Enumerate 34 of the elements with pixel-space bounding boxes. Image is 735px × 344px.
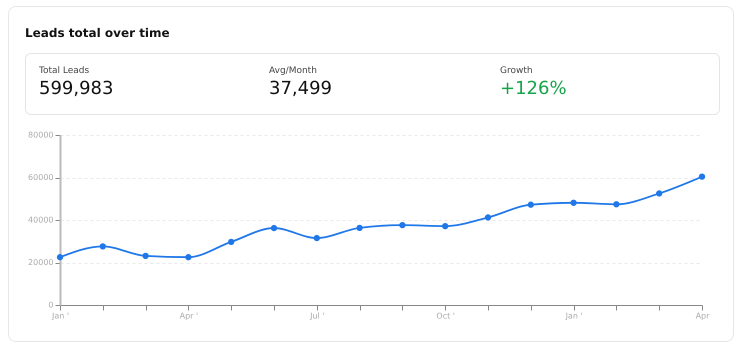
point — [185, 254, 192, 260]
y-tick-label: 20000 — [28, 258, 54, 267]
point — [698, 173, 706, 180]
point — [484, 214, 492, 221]
y-tick-label: 0 — [48, 300, 54, 310]
x-tick-label: Apr ' — [180, 312, 198, 320]
point — [228, 238, 234, 246]
x-tick-label: Apr — [696, 312, 710, 320]
text: Growth — [500, 66, 534, 76]
x-tick-label: Oct ' — [436, 312, 455, 320]
point — [442, 223, 448, 230]
text: +126% — [500, 78, 567, 99]
point — [100, 243, 106, 250]
text: 599,983 — [39, 78, 114, 99]
point — [528, 202, 534, 208]
text: Avg/Month — [269, 66, 318, 76]
point — [399, 222, 406, 228]
point — [656, 190, 662, 197]
point — [613, 201, 620, 208]
x-tick-label: Jan ' — [50, 312, 70, 320]
text: Leads total over time — [25, 26, 170, 40]
x-tick-label: Jan ' — [564, 312, 583, 320]
point — [314, 234, 320, 242]
point — [56, 254, 64, 260]
y-tick-label: 80000 — [28, 130, 54, 140]
point — [356, 224, 363, 232]
point — [570, 200, 577, 206]
point — [270, 224, 278, 232]
y-tick-label: 60000 — [28, 173, 54, 182]
y-tick-label: 40000 — [28, 216, 54, 224]
text: 37,499 — [269, 78, 332, 99]
text: Total Leads — [39, 66, 90, 76]
point — [142, 252, 149, 260]
x-tick-label: Jul ' — [309, 312, 325, 320]
